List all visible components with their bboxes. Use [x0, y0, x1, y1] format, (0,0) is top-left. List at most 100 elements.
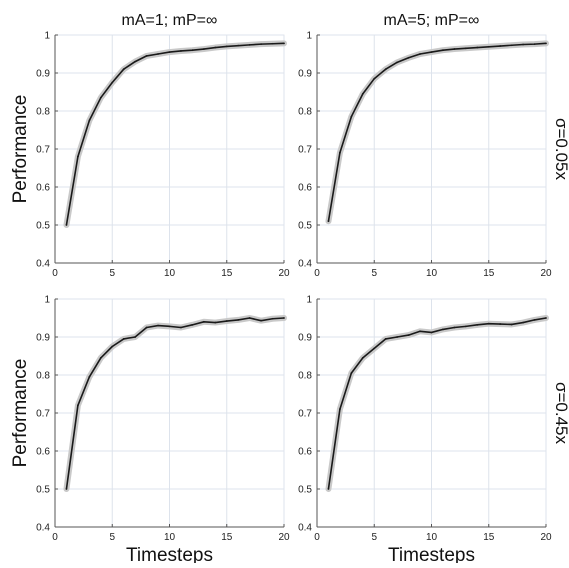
- data-point: [202, 48, 205, 50]
- y-tick-label: 0.5: [298, 221, 312, 232]
- row-label: σ=0.45x: [552, 382, 569, 445]
- data-point: [191, 49, 194, 52]
- x-tick-label: 15: [221, 268, 233, 279]
- data-point: [225, 45, 228, 48]
- data-point: [271, 42, 274, 45]
- y-tick-label: 0.8: [298, 371, 312, 382]
- series-line: [327, 42, 547, 222]
- series-line: [65, 42, 285, 226]
- data-point: [202, 320, 205, 323]
- x-tick-label: 15: [483, 532, 495, 543]
- y-tick-label: 0.5: [298, 485, 312, 496]
- x-tick-label: 20: [540, 532, 552, 543]
- data-point: [545, 317, 547, 319]
- data-point: [442, 328, 444, 331]
- x-tick-label: 0: [52, 268, 58, 279]
- data-point: [339, 408, 341, 411]
- data-point: [237, 44, 240, 47]
- data-point: [476, 46, 479, 49]
- data-point: [384, 68, 387, 71]
- y-tick-label: 0.5: [36, 485, 50, 496]
- data-point: [111, 81, 114, 84]
- x-tick-label: 10: [426, 268, 438, 279]
- y-tick-label: 0.9: [298, 69, 312, 80]
- x-tick-label: 5: [109, 532, 115, 543]
- x-tick-label: 0: [314, 268, 320, 279]
- x-tick-label: 5: [109, 268, 115, 279]
- data-point: [65, 224, 68, 226]
- y-tick-label: 0.6: [36, 447, 50, 458]
- y-tick-label: 0.7: [298, 409, 312, 420]
- x-tick-label: 10: [426, 532, 438, 543]
- x-tick-label: 5: [371, 268, 377, 279]
- data-point: [510, 323, 513, 326]
- data-point: [77, 404, 79, 407]
- data-point: [487, 322, 490, 325]
- x-tick-label: 20: [540, 268, 552, 279]
- data-point: [464, 325, 467, 328]
- data-point: [442, 49, 444, 52]
- y-tick-label: 0.4: [298, 523, 312, 534]
- data-point: [522, 43, 524, 46]
- y-tick-label: 1: [44, 295, 50, 306]
- data-point: [157, 53, 159, 55]
- data-point: [373, 77, 376, 80]
- y-tick-label: 0.8: [36, 107, 50, 118]
- data-point: [283, 317, 285, 319]
- data-point: [237, 319, 240, 321]
- data-point: [191, 323, 194, 326]
- data-point: [339, 151, 341, 154]
- data-point: [134, 60, 137, 63]
- y-tick-label: 0.8: [36, 371, 50, 382]
- data-point: [283, 42, 285, 45]
- data-point: [225, 320, 228, 322]
- data-point: [65, 488, 68, 490]
- y-tick-label: 0.8: [298, 107, 312, 118]
- data-point: [214, 46, 217, 49]
- y-tick-label: 0.6: [36, 183, 50, 194]
- data-point: [145, 55, 148, 57]
- y-tick-label: 1: [44, 31, 50, 42]
- data-point: [145, 326, 148, 329]
- data-point: [499, 323, 502, 325]
- data-point: [271, 317, 274, 320]
- y-axis-label: Performance: [10, 359, 31, 468]
- series-line: [65, 317, 285, 490]
- data-point: [350, 372, 353, 374]
- panel-title: mA=5; mP=∞: [384, 12, 480, 29]
- data-point: [88, 376, 91, 378]
- data-point: [407, 56, 410, 59]
- data-point: [407, 334, 410, 336]
- x-axis-label: Timesteps: [388, 545, 475, 563]
- panel-bottom-left: 0.40.50.60.70.80.910 5 10 15 20PerformanceTi…: [10, 295, 290, 567]
- x-tick-label: 0: [314, 532, 320, 543]
- y-tick-label: 0.7: [36, 145, 50, 156]
- data-point: [510, 44, 513, 47]
- y-tick-label: 0.5: [36, 221, 50, 232]
- y-tick-label: 0.6: [298, 447, 312, 458]
- y-tick-label: 1: [306, 295, 312, 306]
- data-point: [350, 115, 353, 118]
- data-point: [77, 155, 79, 158]
- data-point: [476, 323, 479, 326]
- data-point: [122, 68, 125, 71]
- y-tick-label: 0.4: [298, 259, 312, 270]
- data-point: [99, 96, 102, 99]
- data-point: [384, 338, 387, 340]
- panel-bottom-right: 0.40.50.60.70.80.910 5 10 15 20Timestepsσ=0.…: [298, 295, 569, 567]
- data-point: [361, 93, 364, 95]
- x-tick-label: 0: [52, 532, 58, 543]
- data-point: [157, 324, 159, 327]
- row-label: σ=0.05x: [552, 118, 569, 181]
- y-tick-label: 0.7: [36, 409, 50, 420]
- x-tick-label: 20: [278, 532, 290, 543]
- x-tick-label: 10: [164, 268, 176, 279]
- data-point: [373, 347, 376, 350]
- y-tick-label: 0.6: [298, 183, 312, 194]
- data-point: [260, 319, 262, 322]
- data-point: [134, 336, 137, 338]
